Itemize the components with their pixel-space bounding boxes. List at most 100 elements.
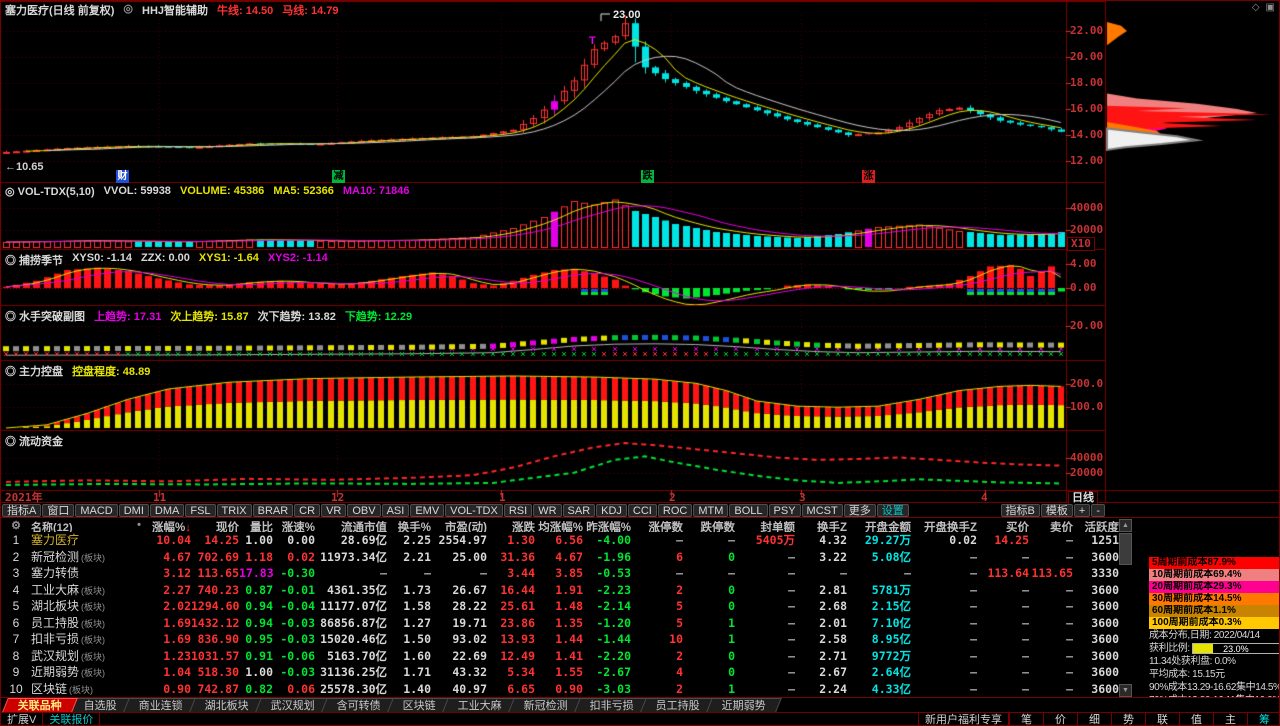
- indicator-tab-kdj[interactable]: KDJ: [596, 504, 627, 517]
- panes-icon[interactable]: ▣: [1265, 2, 1275, 13]
- indicator-tab-fsl[interactable]: FSL: [185, 504, 216, 517]
- indicator-tab-brar[interactable]: BRAR: [252, 504, 294, 517]
- row-name[interactable]: 扣非亏损 (板块): [31, 632, 106, 646]
- column-header-6[interactable]: 市盈(动): [444, 522, 487, 532]
- indicator-tab-dmi[interactable]: DMI: [118, 504, 149, 517]
- table-row[interactable]: 6 员工持股 (板块) 1.69 1432.12 0.94 -0.03 86856.87亿 1.…: [1, 615, 1132, 632]
- column-header-4[interactable]: 流通市值: [341, 522, 387, 532]
- indicator-tab-emv[interactable]: EMV: [410, 504, 445, 517]
- column-header-11[interactable]: 跌停数: [700, 522, 736, 532]
- column-header-9[interactable]: 昨涨幅%: [586, 522, 631, 532]
- column-header-16[interactable]: 买价: [1006, 522, 1029, 532]
- indicator-tab-mcst[interactable]: MCST: [801, 504, 843, 517]
- column-header-0[interactable]: 涨幅%↓: [152, 522, 191, 532]
- row-name[interactable]: 湖北板块 (板块): [31, 599, 106, 613]
- quick-button-主[interactable]: 主: [1213, 713, 1247, 725]
- bottom-tab-4[interactable]: 武汉规划: [255, 698, 331, 712]
- quick-button-筹[interactable]: 筹: [1247, 713, 1279, 725]
- scroll-thumb[interactable]: [1119, 533, 1132, 565]
- row-name[interactable]: 区块链 (板块): [31, 681, 94, 696]
- bottom-tab-5[interactable]: 含可转债: [321, 698, 397, 712]
- indicator-tab-cci[interactable]: CCI: [627, 504, 657, 517]
- column-header-10[interactable]: 涨停数: [648, 522, 684, 532]
- status-left-item[interactable]: 关联报价: [43, 713, 101, 725]
- diamond-icon[interactable]: ◇: [1251, 2, 1260, 13]
- column-header-12[interactable]: 封单额: [760, 522, 796, 532]
- column-header-2[interactable]: 量比: [250, 522, 273, 532]
- indicator-tab-vr[interactable]: VR: [321, 504, 347, 517]
- column-header-1[interactable]: 现价: [216, 522, 239, 532]
- scroll-up-button[interactable]: ▲: [1119, 519, 1132, 532]
- indicator-tab-cr[interactable]: CR: [294, 504, 321, 517]
- column-header-8[interactable]: 均涨幅%: [538, 522, 583, 532]
- indicator-tab-窗口[interactable]: 窗口: [42, 504, 75, 517]
- indicator-tab-vol-tdx[interactable]: VOL-TDX: [445, 504, 503, 517]
- bottom-tab-11[interactable]: 近期弱势: [706, 698, 782, 712]
- indicator-tab-boll[interactable]: BOLL: [729, 504, 768, 517]
- column-header-15[interactable]: 开盘换手Z: [923, 522, 977, 532]
- column-header-13[interactable]: 换手Z: [816, 522, 847, 532]
- period-label[interactable]: 日线: [1068, 491, 1098, 505]
- row-name[interactable]: 工业大麻 (板块): [31, 582, 106, 597]
- chart-canvas[interactable]: [1, 1, 1279, 503]
- indicator-tab-right[interactable]: -: [1091, 504, 1105, 517]
- indicator-tab-sar[interactable]: SAR: [562, 504, 596, 517]
- indicator-tab-rsi[interactable]: RSI: [503, 504, 533, 517]
- indicator-tab-right[interactable]: 模板: [1040, 504, 1073, 517]
- bottom-tab-8[interactable]: 新冠检测: [508, 698, 584, 712]
- row-name[interactable]: 塞力转债: [31, 566, 80, 580]
- bottom-tab-7[interactable]: 工业大麻: [442, 698, 518, 712]
- column-header-17[interactable]: 卖价: [1050, 522, 1073, 532]
- indicator-tab-dma[interactable]: DMA: [149, 504, 185, 517]
- bottom-tab-0[interactable]: 关联品种: [2, 698, 78, 712]
- quick-button-值[interactable]: 值: [1179, 713, 1213, 725]
- gear-icon[interactable]: ⚙: [11, 520, 21, 532]
- row-name[interactable]: 武汉规划 (板块): [31, 648, 106, 663]
- row-name[interactable]: 近期弱势 (板块): [31, 665, 106, 679]
- indicator-tab-obv[interactable]: OBV: [347, 504, 381, 517]
- quick-button-联[interactable]: 联: [1145, 713, 1179, 725]
- table-row[interactable]: 3 塞力转债 3.12 113.65 17.83 -0.30– – –3.44 3.85 -0.5…: [1, 565, 1132, 582]
- table-row[interactable]: 4 工业大麻 (板块) 2.27 740.23 0.87 -0.01 4361.35亿 1.73…: [1, 582, 1132, 599]
- column-header-18[interactable]: 活跃度: [1084, 522, 1120, 532]
- table-row[interactable]: 2 新冠检测 (板块) 4.67 702.69 1.18 0.02 11973.34亿 2.21…: [1, 549, 1132, 566]
- row-name[interactable]: 塞力医疗: [31, 533, 80, 547]
- row-name[interactable]: 新冠检测 (板块): [31, 549, 106, 564]
- quick-button-笔[interactable]: 笔: [1009, 713, 1043, 725]
- status-left-item[interactable]: 扩展V: [1, 713, 44, 725]
- column-header-3[interactable]: 涨速%: [281, 522, 315, 532]
- column-header-5[interactable]: 换手%: [397, 522, 431, 532]
- table-scrollbar[interactable]: ▲ ▼: [1119, 519, 1132, 697]
- bottom-tab-2[interactable]: 商业连锁: [123, 698, 199, 712]
- indicator-tab-right[interactable]: +: [1073, 504, 1091, 517]
- indicator-tab-设置[interactable]: 设置: [876, 504, 909, 517]
- indicator-tab-trix[interactable]: TRIX: [216, 504, 252, 517]
- name-column-header[interactable]: 名称(12): [31, 522, 73, 532]
- indicator-tab-roc[interactable]: ROC: [657, 504, 693, 517]
- table-header[interactable]: ⚙ 名称(12) • 涨幅%↓ 现价 量比 涨速% 流通市值 换手% 市盈(动) 涨跌 均涨幅% 昨涨幅…: [1, 519, 1132, 532]
- bottom-tab-10[interactable]: 员工持股: [640, 698, 716, 712]
- promo-label[interactable]: 新用户福利专享: [918, 713, 1009, 725]
- indicator-tab-psy[interactable]: PSY: [768, 504, 801, 517]
- table-row[interactable]: 9 近期弱势 (板块) 1.04 518.30 1.00 -0.03 31136.25亿 1.7…: [1, 664, 1132, 681]
- table-row[interactable]: 10 区块链 (板块) 0.90 742.87 0.82 0.06 25578.30亿 1.40…: [1, 681, 1132, 698]
- table-row[interactable]: 5 湖北板块 (板块) 2.02 1294.60 0.94 -0.04 11177.07亿 1.…: [1, 598, 1132, 615]
- column-header-14[interactable]: 开盘金额: [865, 522, 911, 532]
- indicator-tab-更多[interactable]: 更多: [843, 504, 876, 517]
- indicator-tab-asi[interactable]: ASI: [381, 504, 410, 517]
- row-name[interactable]: 员工持股 (板块): [31, 615, 106, 630]
- quick-button-势[interactable]: 势: [1111, 713, 1145, 725]
- indicator-tab-wr[interactable]: WR: [533, 504, 562, 517]
- column-header-7[interactable]: 涨跌: [512, 522, 535, 532]
- table-row[interactable]: 7 扣非亏损 (板块) 1.69 836.90 0.95 -0.03 15020.46亿 1.5…: [1, 631, 1132, 648]
- table-row[interactable]: 8 武汉规划 (板块) 1.23 1031.57 0.91 -0.06 5163.70亿 1.6…: [1, 648, 1132, 665]
- indicator-tab-right[interactable]: 指标B: [1000, 504, 1040, 517]
- top-window-icons[interactable]: ◇ ▣: [1252, 2, 1275, 13]
- indicator-tab-mtm[interactable]: MTM: [693, 504, 729, 517]
- bottom-tab-9[interactable]: 扣非亏损: [574, 698, 650, 712]
- indicator-tab-指标a[interactable]: 指标A: [2, 504, 42, 517]
- quick-button-细[interactable]: 细: [1077, 713, 1111, 725]
- quick-button-价[interactable]: 价: [1043, 713, 1077, 725]
- table-row[interactable]: 1 塞力医疗 10.04 14.25 1.00 0.00 28.69亿 2.25 2554.97…: [1, 532, 1132, 549]
- bottom-tab-3[interactable]: 湖北板块: [189, 698, 265, 712]
